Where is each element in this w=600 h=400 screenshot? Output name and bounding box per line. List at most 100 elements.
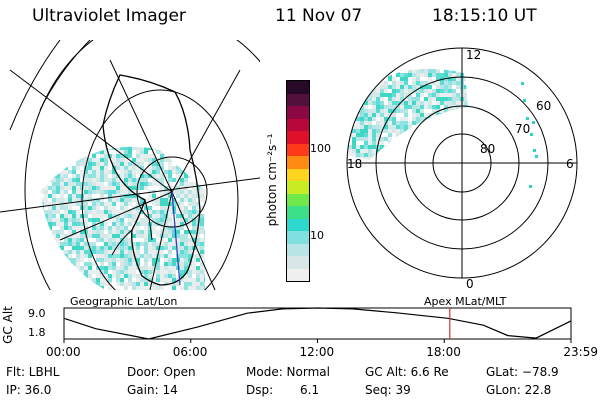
emission-pixel — [112, 214, 116, 218]
emission-pixel — [416, 85, 420, 89]
emission-pixel — [72, 190, 76, 194]
emission-pixel — [136, 250, 140, 254]
emission-pixel — [196, 282, 200, 286]
emission-pixel — [184, 242, 188, 246]
emission-pixel — [376, 125, 380, 129]
emission-pixel — [428, 137, 432, 141]
emission-pixel — [208, 262, 212, 266]
emission-pixel — [412, 145, 416, 149]
emission-pixel — [60, 222, 64, 226]
emission-pixel — [420, 125, 424, 129]
emission-pixel — [88, 274, 92, 278]
emission-pixel — [388, 85, 392, 89]
emission-pixel — [60, 174, 64, 178]
emission-pixel — [456, 77, 460, 81]
emission-pixel — [84, 190, 88, 194]
emission-pixel — [12, 214, 16, 218]
emission-pixel — [356, 101, 360, 105]
emission-pixel — [156, 166, 160, 170]
emission-pixel — [204, 270, 205, 274]
emission-pixel — [208, 162, 212, 166]
colorbar-tick-10: 10 — [310, 229, 324, 242]
emission-pixel — [64, 270, 68, 274]
emission-pixel — [64, 150, 68, 154]
emission-pixel — [96, 266, 100, 270]
emission-pixel — [464, 105, 468, 109]
emission-pixel — [72, 222, 76, 226]
emission-pixel — [44, 166, 48, 170]
emission-pixel — [420, 105, 424, 109]
emission-pixel — [356, 117, 360, 121]
emission-pixel — [144, 230, 148, 234]
emission-pixel — [372, 109, 376, 113]
emission-pixel — [56, 238, 60, 242]
emission-pixel — [172, 190, 176, 194]
emission-pixel — [64, 182, 68, 186]
emission-pixel — [180, 166, 184, 170]
emission-pixel — [36, 218, 40, 222]
emission-pixel — [128, 198, 132, 202]
emission-pixel — [12, 274, 16, 278]
emission-pixel — [468, 125, 472, 129]
emission-pixel — [372, 129, 376, 133]
emission-pixel — [340, 137, 344, 141]
emission-pixel — [180, 150, 184, 154]
emission-pixel — [88, 230, 92, 234]
emission-pixel — [76, 190, 80, 194]
colorbar-swatch — [287, 143, 309, 156]
emission-pixel — [432, 137, 436, 141]
emission-pixel — [76, 214, 80, 218]
emission-pixel — [52, 198, 56, 202]
emission-pixel — [456, 157, 460, 160]
emission-pixel — [412, 73, 416, 77]
emission-pixel — [0, 154, 4, 158]
emission-pixel — [376, 121, 380, 125]
emission-pixel — [172, 262, 176, 266]
emission-pixel — [176, 170, 180, 174]
emission-pixel — [4, 254, 8, 258]
emission-pixel — [100, 134, 104, 138]
emission-pixel — [160, 206, 164, 210]
emission-pixel — [104, 170, 108, 174]
emission-pixel — [380, 105, 384, 109]
emission-pixel — [28, 194, 32, 198]
emission-pixel — [72, 214, 76, 218]
emission-pixel — [416, 129, 420, 133]
emission-pixel — [16, 194, 20, 198]
emission-pixel — [16, 154, 20, 158]
emission-pixel — [392, 157, 396, 160]
emission-pixel — [72, 178, 76, 182]
emission-pixel — [0, 246, 4, 250]
emission-pixel — [4, 250, 8, 254]
emission-pixel — [136, 226, 140, 230]
emission-pixel — [176, 246, 180, 250]
emission-pixel — [368, 68, 372, 69]
emission-pixel — [4, 162, 8, 166]
emission-pixel — [428, 133, 432, 137]
emission-pixel — [464, 129, 468, 133]
emission-pixel — [400, 149, 404, 153]
emission-pixel — [128, 246, 132, 250]
emission-pixel — [432, 125, 436, 129]
emission-pixel — [112, 154, 116, 158]
emission-pixel — [52, 170, 56, 174]
emission-pixel — [96, 218, 100, 222]
emission-pixel — [196, 242, 200, 246]
emission-pixel — [416, 77, 420, 81]
emission-pixel — [40, 286, 44, 290]
emission-pixel — [448, 121, 452, 125]
emission-pixel — [44, 158, 48, 162]
emission-pixel — [468, 69, 472, 73]
emission-pixel — [120, 242, 124, 246]
emission-pixel — [412, 69, 416, 73]
emission-pixel — [76, 198, 80, 202]
emission-pixel — [80, 162, 84, 166]
emission-pixel — [452, 145, 456, 149]
emission-pixel — [360, 125, 364, 129]
emission-pixel — [104, 174, 108, 178]
emission-pixel — [340, 81, 344, 85]
emission-pixel — [372, 101, 376, 105]
emission-pixel — [156, 210, 160, 214]
emission-pixel — [116, 186, 120, 190]
emission-pixel — [368, 77, 372, 81]
